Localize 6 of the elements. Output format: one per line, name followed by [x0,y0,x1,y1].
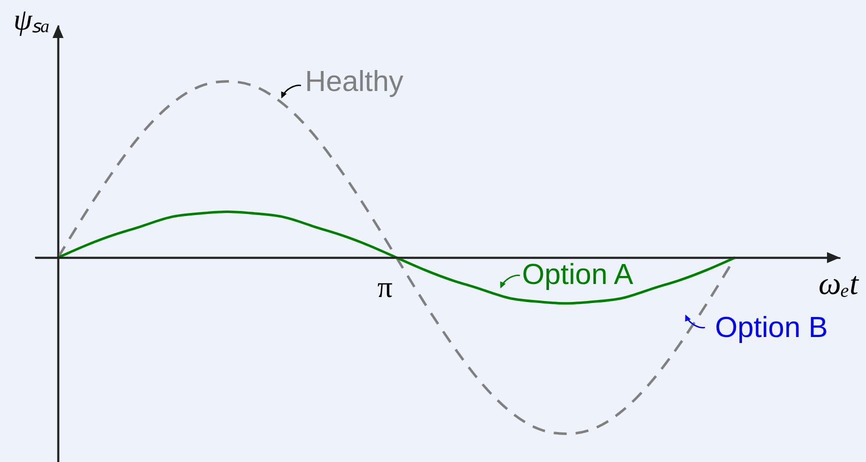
annotation: Option B [715,312,828,344]
y-axis-title: ψₛₐ [14,4,50,36]
annotation: π [377,271,393,304]
series-label: Healthy [305,66,404,98]
x-axis-title: ωₑt [818,265,860,302]
legend-label: Option A [522,259,634,291]
